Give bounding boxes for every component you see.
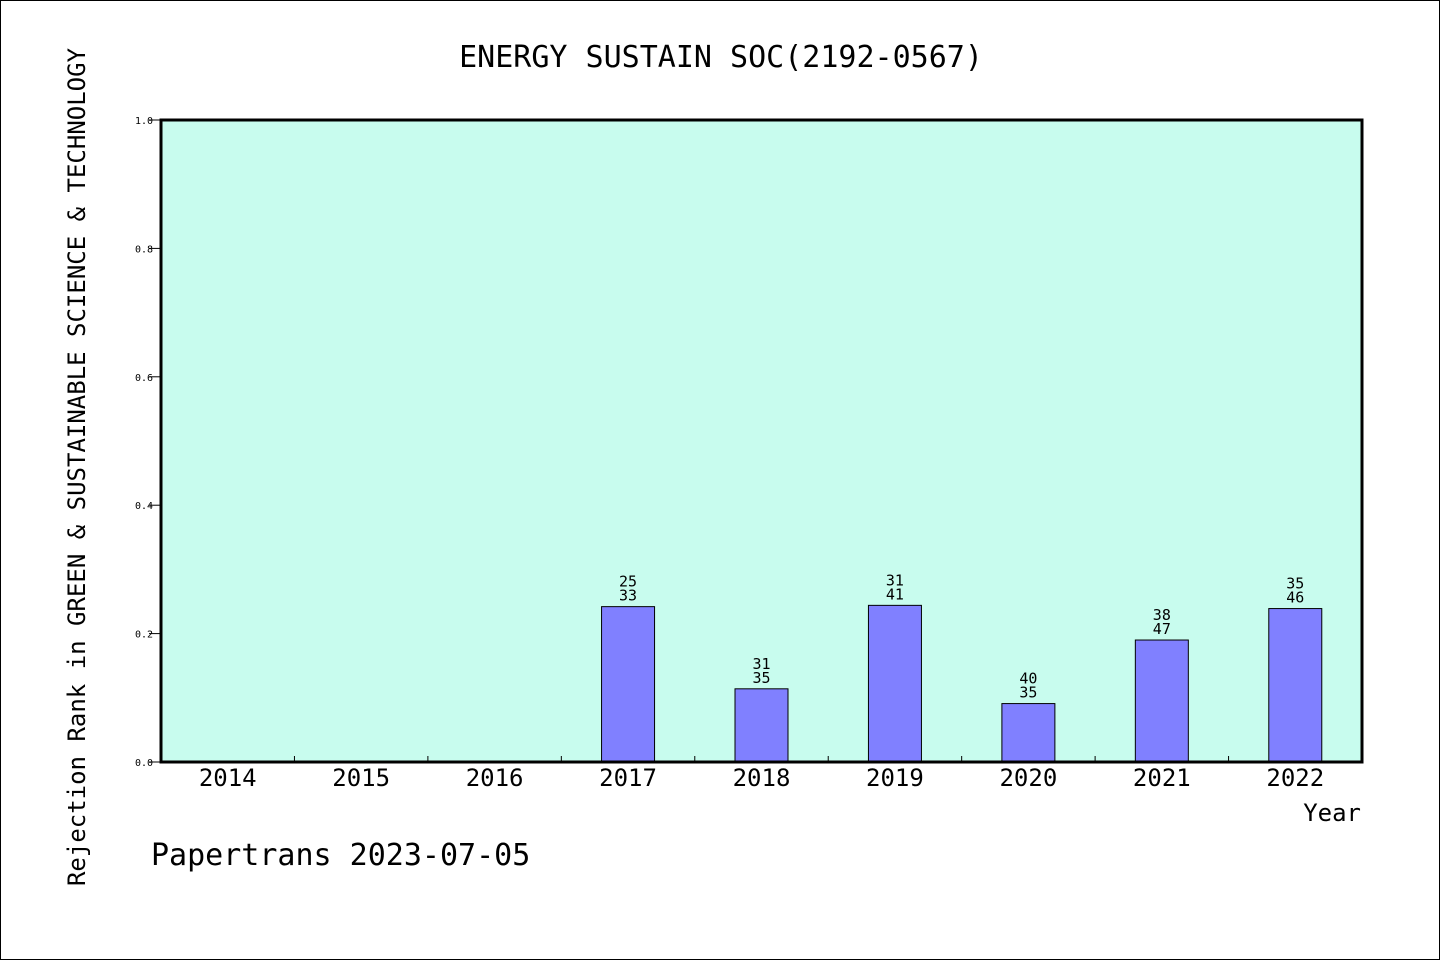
x-tick-label: 2018 — [733, 764, 791, 792]
x-axis-label: Year — [1303, 799, 1361, 827]
x-axis-ticks: 2014 2015 2016 2017 2018 2019 2020 2021 2022 — [199, 756, 1324, 792]
bar-label-bottom: 46 — [1286, 589, 1304, 607]
bars-group — [601, 604, 1323, 763]
y-tick-label: 0.2 — [135, 630, 153, 641]
bar-label-top: 40 — [1019, 670, 1037, 688]
bar-label-top: 31 — [886, 571, 904, 589]
y-tick-label: 0.6 — [135, 373, 153, 384]
bar-2020 — [1001, 703, 1056, 763]
bar-2017 — [601, 606, 656, 763]
x-tick-label: 2020 — [999, 764, 1057, 792]
x-tick-label: 2019 — [866, 764, 924, 792]
x-tick-label: 2022 — [1266, 764, 1324, 792]
x-tick-label: 2021 — [1133, 764, 1191, 792]
y-axis-label: Rejection Rank in GREEN & SUSTAINABLE SC… — [63, 47, 91, 886]
y-axis-ticks: 0.0 0.2 0.4 0.6 0.8 1.0 — [135, 116, 161, 769]
bar-label-bottom: 35 — [752, 669, 770, 687]
bar-label-top: 25 — [619, 573, 637, 591]
bar-label-top: 38 — [1153, 606, 1171, 624]
x-tick-label: 2014 — [199, 764, 257, 792]
bar-label-bottom: 35 — [1019, 684, 1037, 702]
watermark-text: Papertrans 2023-07-05 — [151, 838, 530, 873]
bar-label-bottom: 33 — [619, 587, 637, 605]
x-tick-label: 2016 — [466, 764, 524, 792]
chart-title: ENERGY SUSTAIN SOC(2192-0567) — [459, 40, 983, 75]
bar-2018 — [734, 688, 789, 763]
bar-2021 — [1134, 639, 1189, 763]
x-tick-label: 2017 — [599, 764, 657, 792]
bar-2019 — [867, 604, 922, 763]
bar-2022 — [1268, 608, 1323, 763]
bar-label-bottom: 41 — [886, 585, 904, 603]
x-tick-label: 2015 — [332, 764, 390, 792]
y-tick-label: 0.4 — [135, 501, 153, 512]
bar-label-top: 31 — [752, 655, 770, 673]
y-tick-label: 1.0 — [135, 116, 153, 127]
y-tick-label: 0.0 — [135, 758, 153, 769]
bar-label-top: 35 — [1286, 575, 1304, 593]
plot-border — [159, 118, 1364, 764]
y-tick-label: 0.8 — [135, 244, 153, 255]
bar-label-bottom: 47 — [1153, 620, 1171, 638]
